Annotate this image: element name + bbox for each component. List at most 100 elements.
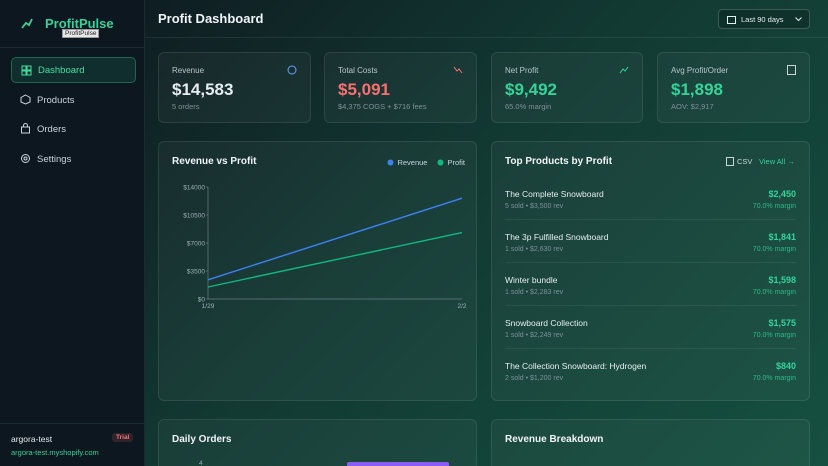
kpi-label: Net Profit: [505, 66, 539, 75]
nav-settings[interactable]: Settings: [11, 146, 136, 172]
breakdown-card: Revenue Breakdown: [491, 419, 810, 466]
product-name: Snowboard Collection: [505, 318, 588, 328]
series-line: [207, 197, 463, 281]
kpi-sub: 65.0% margin: [505, 102, 552, 111]
kpi-value: $9,492: [505, 80, 557, 99]
kpi-sub: $4,375 COGS + $716 fees: [338, 102, 427, 111]
product-margin: 70.0% margin: [752, 332, 796, 339]
product-name: The 3p Fulfilled Snowboard: [505, 232, 609, 242]
kpi-card: Revenue $14,583 5 orders: [158, 52, 311, 123]
product-sub: 1 sold • $2,249 rev: [505, 332, 564, 339]
product-sub: 1 sold • $2,283 rev: [505, 289, 564, 296]
product-name: Winter bundle: [505, 275, 558, 285]
main: [145, 0, 828, 466]
icon: [21, 154, 30, 163]
row-divider: [505, 262, 796, 263]
series-line: [207, 231, 463, 288]
kpi-label: Avg Profit/Order: [671, 66, 729, 75]
kpi-card: Avg Profit/Order $1,898 AOV: $2,917: [657, 52, 810, 123]
bar: [347, 462, 449, 466]
orders-card: Daily Orders 4: [158, 419, 477, 466]
nav-products[interactable]: Products: [11, 87, 136, 113]
nav-label: Dashboard: [38, 64, 85, 76]
legend-label: Revenue: [397, 158, 427, 167]
kpi-icon: [287, 65, 297, 75]
kpi-icon: [453, 66, 463, 74]
kpi-value: $1,898: [671, 80, 723, 99]
product-sub: 1 sold • $2,630 rev: [505, 246, 564, 253]
shop-domain: argora-test.myshopify.com: [11, 448, 99, 457]
kpi-value: $5,091: [338, 80, 390, 99]
orders-title: Daily Orders: [172, 434, 232, 445]
products-title: Top Products by Profit: [505, 156, 613, 167]
nav-label: Orders: [37, 123, 67, 135]
product-profit: $1,841: [768, 232, 796, 242]
product-name: The Collection Snowboard: Hydrogen: [505, 361, 647, 371]
icon: [21, 123, 30, 134]
nav-label: Settings: [37, 153, 72, 165]
row-divider: [505, 219, 796, 220]
kpi-sub: 5 orders: [172, 102, 200, 111]
kpi-card: Total Costs $5,091 $4,375 COGS + $716 fe…: [324, 52, 477, 123]
icon: [20, 94, 31, 105]
csv-button[interactable]: CSV: [737, 157, 753, 166]
logo-icon: [21, 18, 33, 29]
kpi-label: Revenue: [172, 66, 205, 75]
product-profit: $1,598: [768, 275, 796, 285]
product-profit: $840: [775, 361, 796, 371]
product-profit: $1,575: [768, 318, 796, 328]
page-title: Profit Dashboard: [158, 11, 264, 26]
kpi-sub: AOV: $2,917: [671, 102, 714, 111]
shop-name: argora-test: [11, 434, 53, 444]
line-chart: $0 $3500 $7000 $10500 $14000 1/29 2/2 Profit Rev…: [183, 158, 467, 310]
y-tick-label: $3500: [187, 269, 205, 276]
chart-title: Revenue vs Profit: [172, 156, 257, 167]
kpi-value: $14,583: [172, 80, 234, 99]
legend-swatch: [437, 159, 444, 166]
row-divider: [505, 348, 796, 349]
kpi-label: Total Costs: [338, 66, 378, 75]
csv-icon: [726, 157, 734, 166]
products-card: Top Products by Profit CSV View All → Th…: [491, 141, 810, 401]
y-tick-label: $14000: [183, 185, 205, 192]
row-divider: [505, 305, 796, 306]
breakdown-title: Revenue Breakdown: [505, 434, 604, 445]
product-profit: $2,450: [768, 189, 796, 199]
y-tick-label: $10500: [183, 213, 205, 220]
kpi-card: Net Profit $9,492 65.0% margin: [491, 52, 643, 123]
product-margin: 70.0% margin: [752, 289, 796, 296]
range-button[interactable]: Last 90 days: [718, 9, 810, 29]
chevron: [795, 17, 802, 22]
legend-label: Profit: [447, 158, 465, 167]
sidebar: ProfitPulse ProfitPulse Dashboard Produc…: [0, 0, 145, 466]
chart-card: Revenue vs Profit $0 $3500 $7000 $10500 $140…: [158, 141, 477, 401]
kpi-icon: [619, 66, 629, 74]
y-tick-label: 4: [199, 460, 203, 466]
y-tick-label: $0: [198, 297, 206, 304]
brand-tooltip: ProfitPulse: [62, 29, 100, 38]
product-sub: 5 sold • $3,500 rev: [505, 203, 564, 210]
product-margin: 70.0% margin: [752, 375, 796, 382]
product-sub: 2 sold • $1,200 rev: [505, 375, 564, 382]
calendar-icon: [727, 16, 736, 24]
plan-badge: Trial: [112, 433, 134, 442]
nav-label: Products: [37, 94, 75, 106]
nav-dashboard[interactable]: Dashboard: [11, 57, 136, 83]
divider: [0, 423, 145, 424]
icon: [21, 65, 32, 76]
y-tick-label: $7000: [187, 241, 205, 248]
range-label: Last 90 days: [741, 14, 784, 24]
brand: ProfitPulse: [45, 16, 114, 31]
view-all[interactable]: View All →: [759, 157, 795, 166]
x-tick-label: 1/29: [202, 303, 215, 310]
divider: [145, 37, 828, 38]
kpi-icon: [787, 65, 796, 75]
product-margin: 70.0% margin: [752, 246, 796, 253]
legend-swatch: [387, 159, 394, 166]
x-tick-label: 2/2: [457, 303, 466, 310]
nav-orders[interactable]: Orders: [11, 116, 136, 142]
product-margin: 70.0% margin: [752, 203, 796, 210]
product-name: The Complete Snowboard: [505, 189, 604, 199]
divider: [0, 47, 145, 48]
